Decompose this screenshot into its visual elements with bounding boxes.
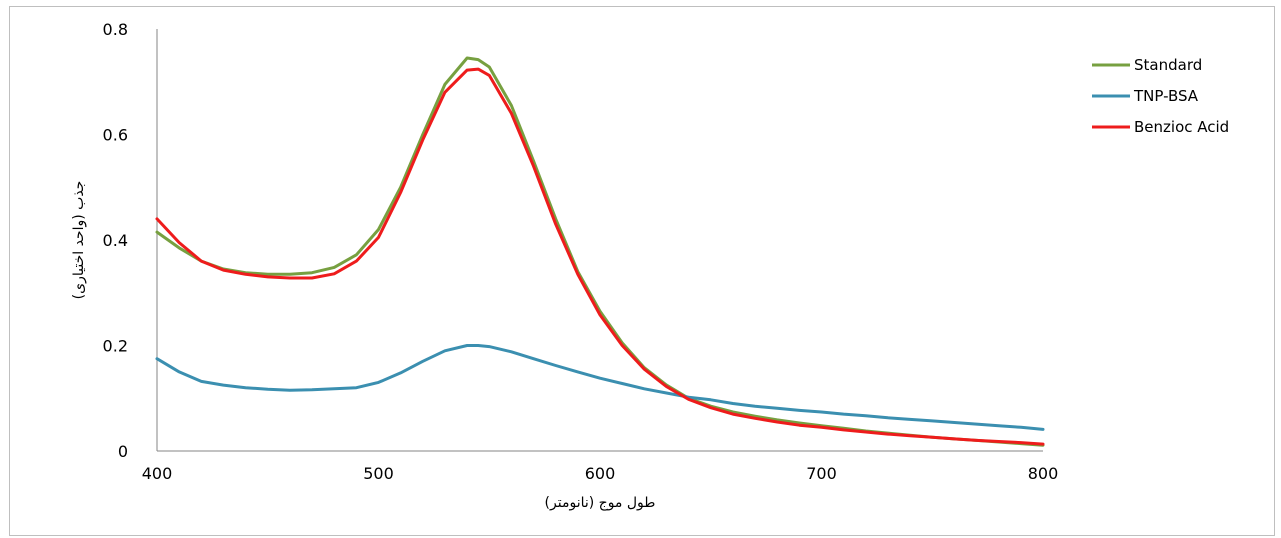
- series-line-standard: [155, 56, 1045, 447]
- series-line-tnp-bsa: [155, 344, 1045, 431]
- y-axis-title: جذب (واحد اختیاری): [71, 181, 87, 300]
- x-tick-label: 800: [1028, 464, 1059, 483]
- series-line-benzioc-acid: [155, 67, 1045, 446]
- legend-label: TNP-BSA: [1133, 87, 1199, 105]
- y-tick-label: 0.6: [103, 126, 128, 145]
- y-tick-label: 0.8: [103, 20, 128, 39]
- legend-label: Benzioc Acid: [1134, 118, 1229, 136]
- x-tick-label: 600: [585, 464, 616, 483]
- x-tick-labels: 400 500 600 700 800: [142, 464, 1059, 483]
- x-tick-label: 400: [142, 464, 173, 483]
- x-axis-title: طول موج (نانومتر): [545, 495, 656, 511]
- y-tick-label: 0.4: [103, 231, 128, 250]
- x-tick-label: 500: [363, 464, 394, 483]
- legend: Standard TNP-BSA Benzioc Acid: [1092, 56, 1229, 136]
- y-tick-label: 0.2: [103, 337, 128, 356]
- y-tick-label: 0: [118, 442, 128, 461]
- x-tick-label: 700: [806, 464, 837, 483]
- chart-frame: [9, 6, 1275, 536]
- y-tick-labels: 0 0.2 0.4 0.6 0.8: [103, 20, 128, 461]
- axes: [156, 29, 1043, 452]
- series-lines: [155, 56, 1045, 447]
- legend-label: Standard: [1134, 56, 1202, 74]
